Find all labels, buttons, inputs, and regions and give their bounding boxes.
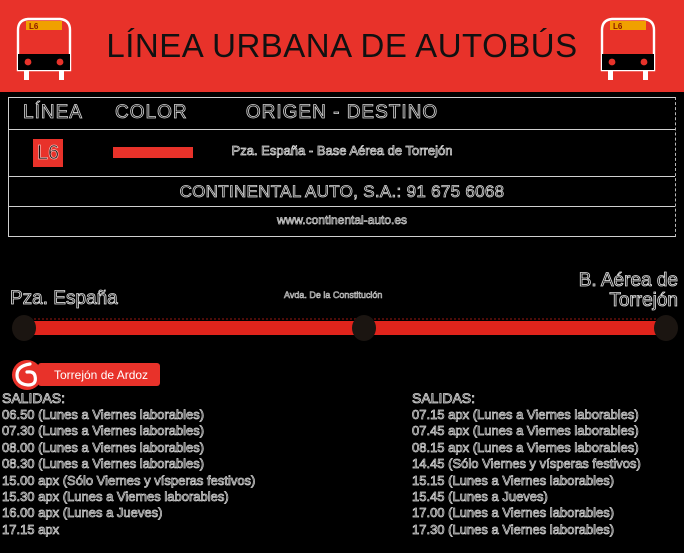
list-item: 08.00 (Lunes a Viernes laborables) bbox=[2, 439, 205, 455]
stop-label-destination-line1: B. Aérea de bbox=[578, 270, 678, 291]
column-header-color: COLOR bbox=[115, 102, 188, 124]
list-item: 17.15 apx bbox=[2, 521, 60, 537]
stop-label-origin: Pza. España bbox=[10, 288, 119, 310]
route-line bbox=[18, 318, 668, 335]
line-badge: L6 bbox=[33, 139, 63, 167]
departures-left: SALIDAS: 06.50 (Lunes a Viernes laborabl… bbox=[2, 390, 256, 538]
header-banner: L6 L6 LÍNEA URBANA DE AUTOBÚS bbox=[0, 0, 684, 92]
stop-label-destination-line2: Torrejón bbox=[609, 289, 679, 311]
city-tag-label: Torrejón de Ardoz bbox=[38, 363, 161, 386]
color-swatch bbox=[113, 147, 193, 158]
departures-right-title: SALIDAS: bbox=[412, 390, 476, 407]
departures-right-list: 07.15 apx (Lunes a Viernes laborables) 0… bbox=[412, 407, 642, 538]
list-item: 06.50 (Lunes a Viernes laborables) bbox=[2, 407, 205, 423]
column-header-linea: LÍNEA bbox=[23, 102, 83, 124]
svg-text:L6: L6 bbox=[613, 22, 623, 31]
page-title: LÍNEA URBANA DE AUTOBÚS bbox=[106, 27, 578, 64]
bus-icon-left: L6 bbox=[16, 17, 72, 80]
list-item: 17.00 (Lunes a Viernes laborables) bbox=[412, 505, 615, 521]
stop-dot-middle[interactable] bbox=[352, 315, 376, 341]
stop-label-middle: Avda. De la Constitución bbox=[284, 290, 383, 301]
departures-left-title: SALIDAS: bbox=[2, 390, 66, 407]
list-item: 15.30 apx (Lunes a Viernes laborables) bbox=[2, 489, 229, 505]
list-item: 08.30 (Lunes a Viernes laborables) bbox=[2, 456, 205, 472]
departures-right: SALIDAS: 07.15 apx (Lunes a Viernes labo… bbox=[412, 390, 642, 538]
list-item: 14.45 (Sólo Viernes y vísperas festivos) bbox=[412, 456, 642, 472]
list-item: 07.15 apx (Lunes a Viernes laborables) bbox=[412, 407, 639, 423]
route-origin-destination: Pza. España - Base Aérea de Torrejón bbox=[231, 143, 453, 159]
list-item: 15.15 (Lunes a Viernes laborables) bbox=[412, 472, 615, 488]
stop-dot-destination[interactable] bbox=[654, 315, 678, 341]
list-item: 08.15 apx (Lunes a Viernes laborables) bbox=[412, 439, 639, 455]
bus-icon-right: L6 bbox=[600, 17, 656, 80]
company-row: CONTINENTAL AUTO, S.A.: 91 675 6068 bbox=[9, 177, 675, 207]
list-item: 07.45 apx (Lunes a Viernes laborables) bbox=[412, 423, 639, 439]
list-item: 17.30 (Lunes a Viernes laborables) bbox=[412, 521, 615, 537]
website-link[interactable]: www.continental-auto.es bbox=[276, 213, 408, 228]
line-info-table: LÍNEA COLOR ORIGEN - DESTINO L6 Pza. Esp… bbox=[8, 97, 676, 237]
city-logo-icon bbox=[12, 360, 42, 390]
column-header-origen-destino: ORIGEN - DESTINO bbox=[245, 102, 439, 124]
table-header-row: LÍNEA COLOR ORIGEN - DESTINO bbox=[9, 98, 675, 130]
table-row: L6 Pza. España - Base Aérea de Torrejón bbox=[9, 130, 675, 177]
list-item: 15.00 apx (Sólo Viernes y vísperas festi… bbox=[2, 472, 256, 488]
list-item: 15.45 (Lunes a Jueves) bbox=[412, 489, 549, 505]
departures-left-list: 06.50 (Lunes a Viernes laborables) 07.30… bbox=[2, 407, 256, 538]
stop-dot-origin[interactable] bbox=[12, 315, 36, 341]
list-item: 07.30 (Lunes a Viernes laborables) bbox=[2, 423, 205, 439]
list-item: 16.00 apx (Lunes a Jueves) bbox=[2, 505, 163, 521]
route-map: Pza. España Avda. De la Constitución B. … bbox=[0, 265, 684, 385]
svg-text:L6: L6 bbox=[29, 22, 39, 31]
company-name-phone: CONTINENTAL AUTO, S.A.: 91 675 6068 bbox=[179, 182, 505, 202]
website-row: www.continental-auto.es bbox=[9, 207, 675, 236]
stop-label-destination: B. Aérea de Torrejón bbox=[578, 270, 679, 311]
